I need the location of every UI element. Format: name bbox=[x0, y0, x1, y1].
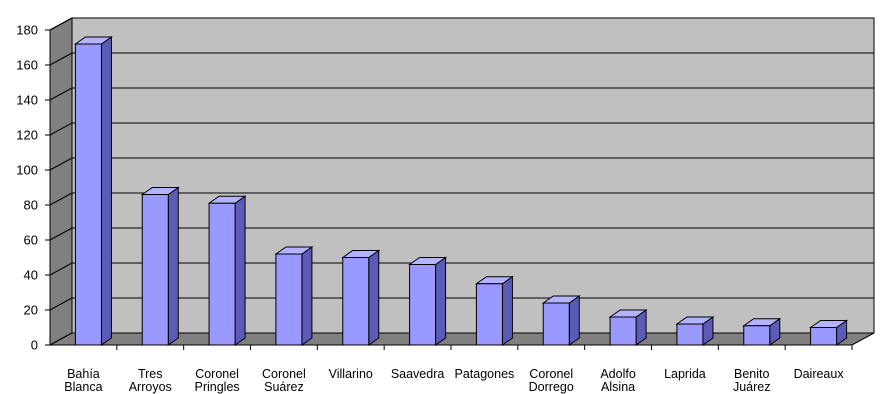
bar-front bbox=[74, 43, 102, 346]
bar bbox=[274, 246, 314, 346]
x-tick-label: Laprida bbox=[664, 367, 706, 381]
y-tick-label: 40 bbox=[24, 268, 38, 283]
y-tick-label: 160 bbox=[16, 58, 38, 73]
x-tick-label-line: Coronel bbox=[195, 367, 239, 381]
x-tick-label: Benito Juárez bbox=[733, 367, 771, 394]
x-tick-label: Villarino bbox=[329, 367, 373, 381]
bar-side bbox=[301, 246, 313, 346]
bar-front bbox=[810, 327, 838, 346]
y-tick-label: 140 bbox=[16, 93, 38, 108]
bar-side bbox=[501, 275, 513, 346]
bar-front bbox=[208, 202, 236, 346]
bar-side bbox=[435, 256, 447, 346]
bar-front bbox=[609, 316, 637, 346]
x-tick-label: Coronel Suárez bbox=[262, 367, 306, 394]
x-tick-label-line: Daireaux bbox=[794, 367, 845, 381]
x-tick-label: Daireaux bbox=[794, 367, 845, 381]
bar bbox=[73, 36, 114, 346]
bar bbox=[474, 275, 515, 346]
gridline-side bbox=[49, 192, 73, 206]
bar-front bbox=[141, 194, 169, 346]
x-tick-label-line: Dorrego bbox=[529, 380, 574, 394]
bar bbox=[742, 317, 782, 346]
x-tick-label-line: Alsina bbox=[601, 380, 635, 394]
x-tick-label: Adolfo Alsina bbox=[600, 367, 635, 394]
bar bbox=[407, 256, 448, 346]
x-tick-label-line: Laprida bbox=[664, 367, 706, 381]
x-tick-label-line: Arroyos bbox=[129, 380, 172, 394]
bar bbox=[675, 316, 715, 346]
x-tick-label-line: Juárez bbox=[733, 380, 771, 394]
gridline-side bbox=[49, 227, 73, 241]
bar-front bbox=[743, 325, 771, 346]
bar-front bbox=[475, 283, 503, 346]
x-tick-label-line: Coronel bbox=[262, 367, 306, 381]
bar bbox=[808, 319, 849, 346]
bar-front bbox=[409, 264, 437, 346]
back-wall bbox=[71, 17, 875, 334]
gridline-side bbox=[49, 262, 73, 276]
bar-side bbox=[100, 36, 112, 346]
y-tick-label: 20 bbox=[24, 303, 38, 318]
x-tick-label-line: Tres bbox=[138, 367, 163, 381]
bar bbox=[140, 186, 180, 346]
bar-front bbox=[676, 323, 704, 346]
bar-side bbox=[368, 249, 380, 346]
gridline-side bbox=[49, 122, 73, 136]
x-tick-label: Coronel Dorrego bbox=[529, 367, 574, 394]
bar bbox=[207, 195, 247, 346]
x-tick-label-line: Suárez bbox=[264, 380, 304, 394]
gridline-side bbox=[49, 87, 73, 101]
bar bbox=[608, 309, 648, 346]
bar-front bbox=[275, 253, 303, 346]
y-tick-label: 60 bbox=[24, 233, 38, 248]
gridline-side bbox=[49, 17, 73, 31]
bar-front bbox=[542, 302, 570, 346]
x-tick-label-line: Coronel bbox=[529, 367, 573, 381]
x-tick-label-line: Villarino bbox=[329, 367, 373, 381]
gridline-side bbox=[49, 157, 73, 171]
y-tick-label: 0 bbox=[31, 338, 38, 353]
x-tick-label-line: Saavedra bbox=[391, 367, 445, 381]
bar bbox=[341, 249, 381, 346]
bar-front bbox=[342, 257, 370, 346]
x-tick-label-line: Bahía bbox=[67, 367, 100, 381]
x-tick-label-line: Blanca bbox=[64, 380, 102, 394]
gridline-side bbox=[49, 297, 73, 311]
bar-side bbox=[167, 186, 179, 346]
bar-side bbox=[234, 195, 246, 346]
x-tick-label: Saavedra bbox=[391, 367, 445, 381]
x-tick-label-line: Adolfo bbox=[600, 367, 635, 381]
x-tick-label-line: Benito bbox=[734, 367, 769, 381]
x-tick-label-line: Patagones bbox=[455, 367, 515, 381]
x-tick-label: Tres Arroyos bbox=[129, 367, 172, 394]
y-tick-label: 100 bbox=[16, 163, 38, 178]
x-tick-label: Bahía Blanca bbox=[64, 367, 102, 394]
y-tick-label: 120 bbox=[16, 128, 38, 143]
y-tick-label: 80 bbox=[24, 198, 38, 213]
bar bbox=[541, 295, 581, 346]
bar-side bbox=[568, 295, 580, 346]
side-wall bbox=[49, 17, 73, 346]
x-tick-label: Coronel Pringles bbox=[194, 367, 239, 394]
y-tick-label: 180 bbox=[16, 23, 38, 38]
x-tick-label: Patagones bbox=[455, 367, 515, 381]
gridline-side bbox=[49, 52, 73, 66]
x-tick-label-line: Pringles bbox=[194, 380, 239, 394]
